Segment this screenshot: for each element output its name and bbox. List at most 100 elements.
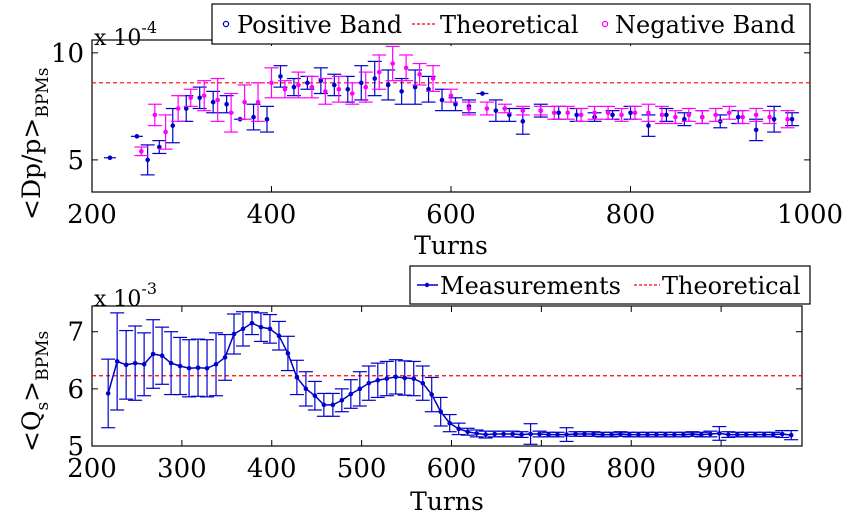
data-point <box>170 123 176 128</box>
data-point <box>399 89 404 94</box>
data-point <box>770 432 776 437</box>
y-tick-label: 7 <box>67 318 84 348</box>
data-point <box>493 108 499 113</box>
data-point <box>366 380 372 386</box>
data-point <box>242 99 247 105</box>
data-point <box>139 149 144 154</box>
data-point <box>555 432 560 437</box>
dpp-panel: 200 400 600 800 1000 5 10 x 10-4 <Dp/p>BPMs Tu… <box>17 3 843 260</box>
data-point <box>183 106 189 111</box>
data-point <box>114 359 120 364</box>
data-point <box>743 432 749 437</box>
data-point <box>448 93 454 98</box>
data-point <box>390 61 395 66</box>
legend-measurements: Measurements <box>440 272 621 300</box>
x-tick-label: 800 <box>606 454 656 484</box>
data-point <box>177 363 183 369</box>
data-point <box>141 361 147 367</box>
data-point <box>734 432 740 437</box>
data-point <box>213 361 219 367</box>
data-point <box>330 402 336 408</box>
data-point <box>537 431 542 437</box>
data-point <box>466 106 472 111</box>
dpp-legend: Positive Band Theoretical Negative Band <box>211 3 811 45</box>
data-point <box>664 112 669 118</box>
data-point <box>201 93 207 98</box>
qs-x-axis-label: Turns <box>410 487 484 516</box>
data-point <box>296 82 301 88</box>
x-tick-label: 400 <box>247 200 297 230</box>
data-point <box>510 431 515 437</box>
data-point <box>771 116 777 122</box>
data-point <box>345 86 351 92</box>
data-point <box>417 71 422 77</box>
data-point <box>439 97 445 103</box>
data-point <box>349 91 355 96</box>
x-tick-label: 800 <box>606 200 656 230</box>
data-point <box>291 84 297 90</box>
data-point <box>726 110 732 116</box>
data-point <box>520 108 526 113</box>
data-point <box>682 116 687 122</box>
data-point <box>480 91 485 96</box>
data-point <box>645 432 650 437</box>
data-point <box>336 86 342 92</box>
dpp-legend-box <box>211 3 811 45</box>
data-point <box>163 129 168 135</box>
legend-negative-band: Negative Band <box>615 11 795 39</box>
data-point <box>305 80 310 86</box>
data-point <box>591 431 596 437</box>
data-point <box>609 432 614 437</box>
dpp-x-axis-label: Turns <box>414 231 488 260</box>
data-point <box>123 362 129 368</box>
data-point <box>627 432 632 437</box>
data-point <box>618 431 623 437</box>
data-point <box>789 116 795 122</box>
data-point <box>269 80 274 86</box>
data-point <box>492 431 497 437</box>
data-point <box>592 110 597 116</box>
y-tick-label: 5 <box>67 432 84 462</box>
data-point <box>107 155 113 161</box>
data-point <box>507 112 512 118</box>
data-point <box>318 78 324 83</box>
data-point <box>788 432 794 438</box>
qs-multiplier: x 10-3 <box>94 279 157 312</box>
data-point <box>646 123 651 128</box>
data-point <box>222 355 228 360</box>
y-tick-label: 6 <box>67 375 84 405</box>
data-point <box>628 110 633 116</box>
data-point <box>231 331 237 337</box>
dpp-marks <box>92 45 810 176</box>
data-point <box>294 375 300 380</box>
data-point <box>375 377 381 383</box>
qs-legend: Measurements Theoretical <box>409 265 811 305</box>
x-tick-label: 1000 <box>777 200 843 230</box>
data-point <box>276 333 282 339</box>
data-point <box>215 97 220 103</box>
data-point <box>303 386 309 392</box>
data-point <box>420 380 426 386</box>
data-point <box>519 432 524 437</box>
qs-y-axis-label: <Qs>BPMs <box>17 331 53 452</box>
data-point <box>501 431 506 437</box>
data-point <box>426 86 431 92</box>
data-point <box>412 84 418 90</box>
data-point <box>564 432 569 437</box>
data-point <box>713 112 719 118</box>
data-point <box>393 374 399 380</box>
data-point <box>556 110 561 116</box>
data-point <box>551 110 557 116</box>
data-point <box>456 426 461 432</box>
data-point <box>663 432 668 437</box>
data-point <box>309 84 315 90</box>
data-point <box>582 431 587 437</box>
data-point <box>134 134 140 139</box>
data-point <box>312 393 318 399</box>
data-point <box>483 432 488 437</box>
data-point <box>323 89 328 94</box>
data-point <box>700 114 705 120</box>
data-point <box>285 351 291 356</box>
data-point <box>150 351 156 357</box>
data-point <box>453 101 458 107</box>
